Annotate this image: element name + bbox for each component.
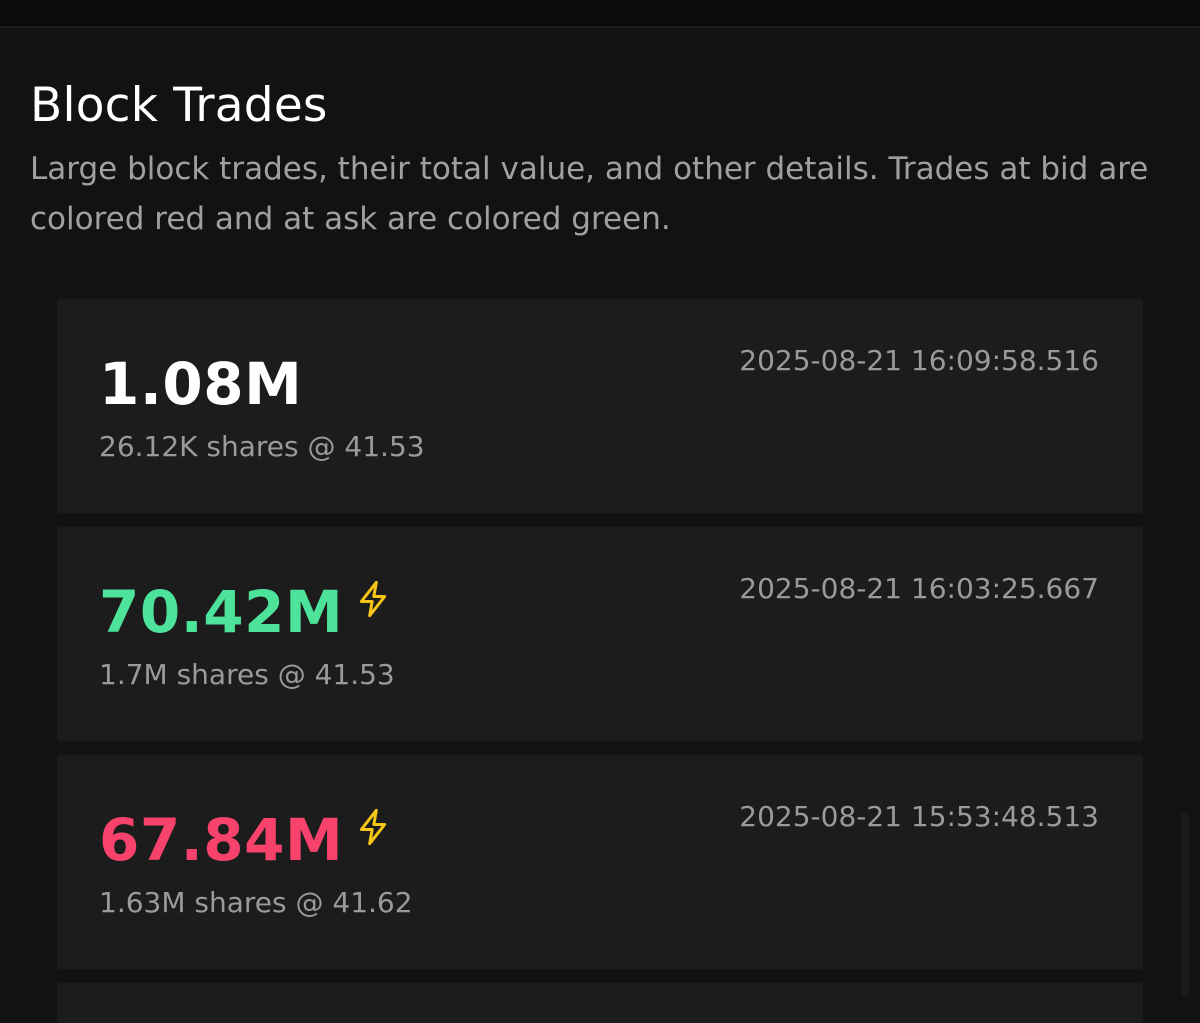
section-description: Large block trades, their total value, a…	[30, 151, 1149, 237]
lightning-bolt-icon	[359, 808, 387, 846]
trade-shares: 26.12K shares @ 41.53	[99, 430, 425, 463]
trade-timestamp: 2025-08-21 16:09:58.516	[739, 344, 1099, 377]
scrollbar[interactable]	[1181, 812, 1189, 997]
lightning-bolt-icon	[359, 580, 387, 618]
trade-card[interactable]: 67.84M 1.63M shares @ 41.62 2025-08-21 1…	[57, 755, 1143, 969]
trade-card-partial[interactable]	[57, 983, 1143, 1023]
trade-value: 1.08M	[99, 350, 303, 418]
trade-shares: 1.63M shares @ 41.62	[99, 886, 413, 919]
trade-timestamp: 2025-08-21 16:03:25.667	[739, 572, 1099, 605]
trade-shares: 1.7M shares @ 41.53	[99, 658, 395, 691]
trade-card[interactable]: 70.42M 1.7M shares @ 41.53 2025-08-21 16…	[57, 527, 1143, 741]
top-bar	[0, 0, 1200, 28]
section-title: Block Trades	[30, 78, 328, 133]
trade-timestamp: 2025-08-21 15:53:48.513	[739, 800, 1099, 833]
trade-card[interactable]: 1.08M 26.12K shares @ 41.53 2025-08-21 1…	[57, 299, 1143, 513]
trade-value: 67.84M	[99, 806, 344, 874]
trade-value: 70.42M	[99, 578, 344, 646]
